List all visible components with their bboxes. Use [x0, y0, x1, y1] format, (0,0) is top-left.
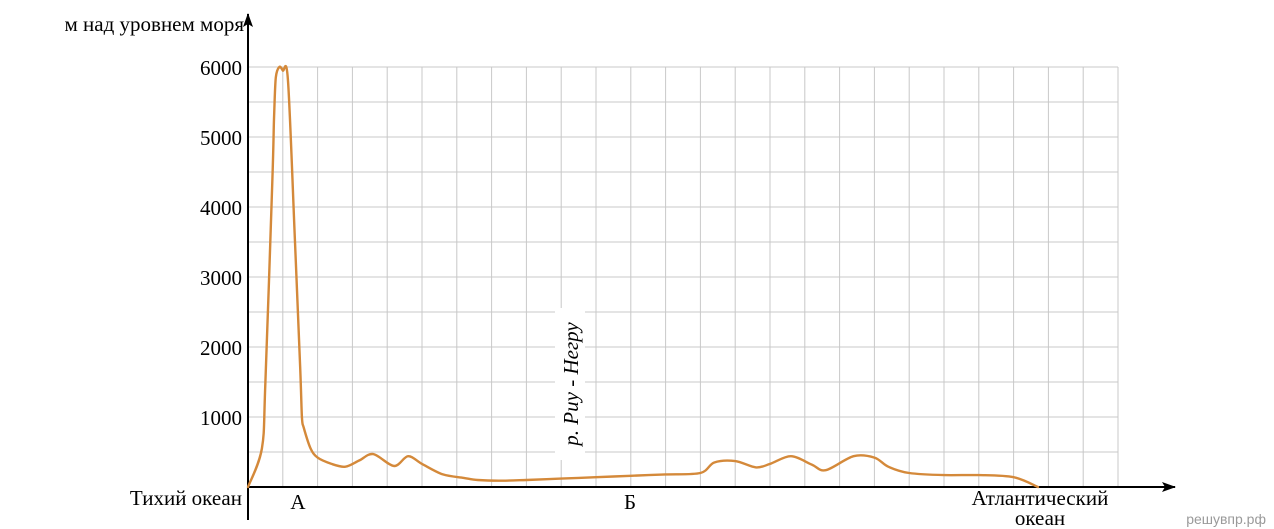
- river-label: р. Риу - Негру: [559, 322, 583, 448]
- y-tick-labels: 1000 2000 3000 4000 5000 6000: [200, 56, 242, 430]
- point-label-a: А: [290, 490, 306, 514]
- y-axis-label: м над уровнем моря: [65, 12, 245, 36]
- point-label-b: Б: [624, 490, 636, 514]
- y-tick-label: 3000: [200, 266, 242, 290]
- point-label-pacific-ocean: Тихий океан: [130, 486, 242, 510]
- point-label-atlantic-line2: океан: [1015, 506, 1065, 529]
- y-tick-label: 5000: [200, 126, 242, 150]
- point-label-atlantic-line1: Атлантический: [972, 486, 1109, 510]
- elevation-profile-line: [246, 65, 1040, 489]
- river-annotation: р. Риу - Негру: [555, 308, 585, 460]
- chart-grid: [248, 66, 1119, 487]
- y-tick-label: 4000: [200, 196, 242, 220]
- y-tick-label: 6000: [200, 56, 242, 80]
- y-tick-label: 2000: [200, 336, 242, 360]
- watermark: решувпр.рф: [1186, 511, 1266, 527]
- y-tick-label: 1000: [200, 406, 242, 430]
